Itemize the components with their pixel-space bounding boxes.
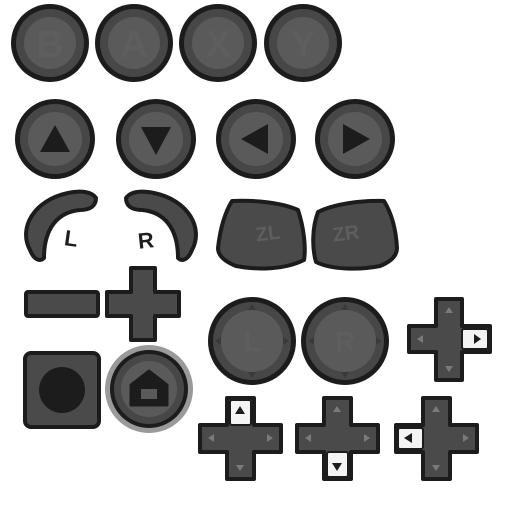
dpad-down-pressed[interactable] — [297, 398, 378, 479]
capture-button[interactable] — [25, 353, 99, 427]
plus-button[interactable] — [107, 268, 179, 340]
face-button-y-label: Y — [290, 24, 315, 66]
trigger-button-zl[interactable]: ZL — [218, 201, 305, 269]
arrow-button-down[interactable] — [116, 99, 196, 179]
trigger-button-zr-label: ZR — [331, 221, 361, 247]
arrow-button-right[interactable] — [315, 99, 395, 179]
right-stick-label: R — [335, 326, 355, 357]
minus-button[interactable] — [26, 292, 98, 316]
shoulder-button-l-label: L — [63, 225, 80, 252]
dpad-up-pressed[interactable] — [200, 398, 281, 479]
face-button-y[interactable]: Y — [264, 4, 342, 82]
face-button-a[interactable]: A — [95, 4, 173, 82]
left-stick[interactable]: L — [208, 297, 296, 385]
dpad-right-pressed[interactable] — [409, 299, 490, 380]
shoulder-button-l[interactable]: L — [26, 192, 96, 260]
home-button[interactable] — [105, 345, 193, 433]
dpad-left-pressed[interactable] — [396, 398, 477, 479]
face-button-b[interactable]: B — [11, 4, 89, 82]
capture-icon — [39, 367, 85, 413]
trigger-button-zl-label: ZL — [254, 221, 281, 246]
right-stick[interactable]: R — [301, 297, 389, 385]
shoulder-button-r[interactable]: R — [126, 192, 196, 260]
arrow-button-up[interactable] — [15, 99, 95, 179]
trigger-button-zr[interactable]: ZR — [313, 201, 397, 269]
face-button-x-label: X — [205, 24, 231, 66]
face-button-b-label: B — [36, 24, 63, 66]
shoulder-button-r-label: R — [137, 227, 156, 254]
left-stick-label: L — [243, 326, 260, 357]
face-button-x[interactable]: X — [179, 4, 257, 82]
face-button-a-label: A — [120, 24, 147, 66]
arrow-button-left[interactable] — [216, 99, 296, 179]
